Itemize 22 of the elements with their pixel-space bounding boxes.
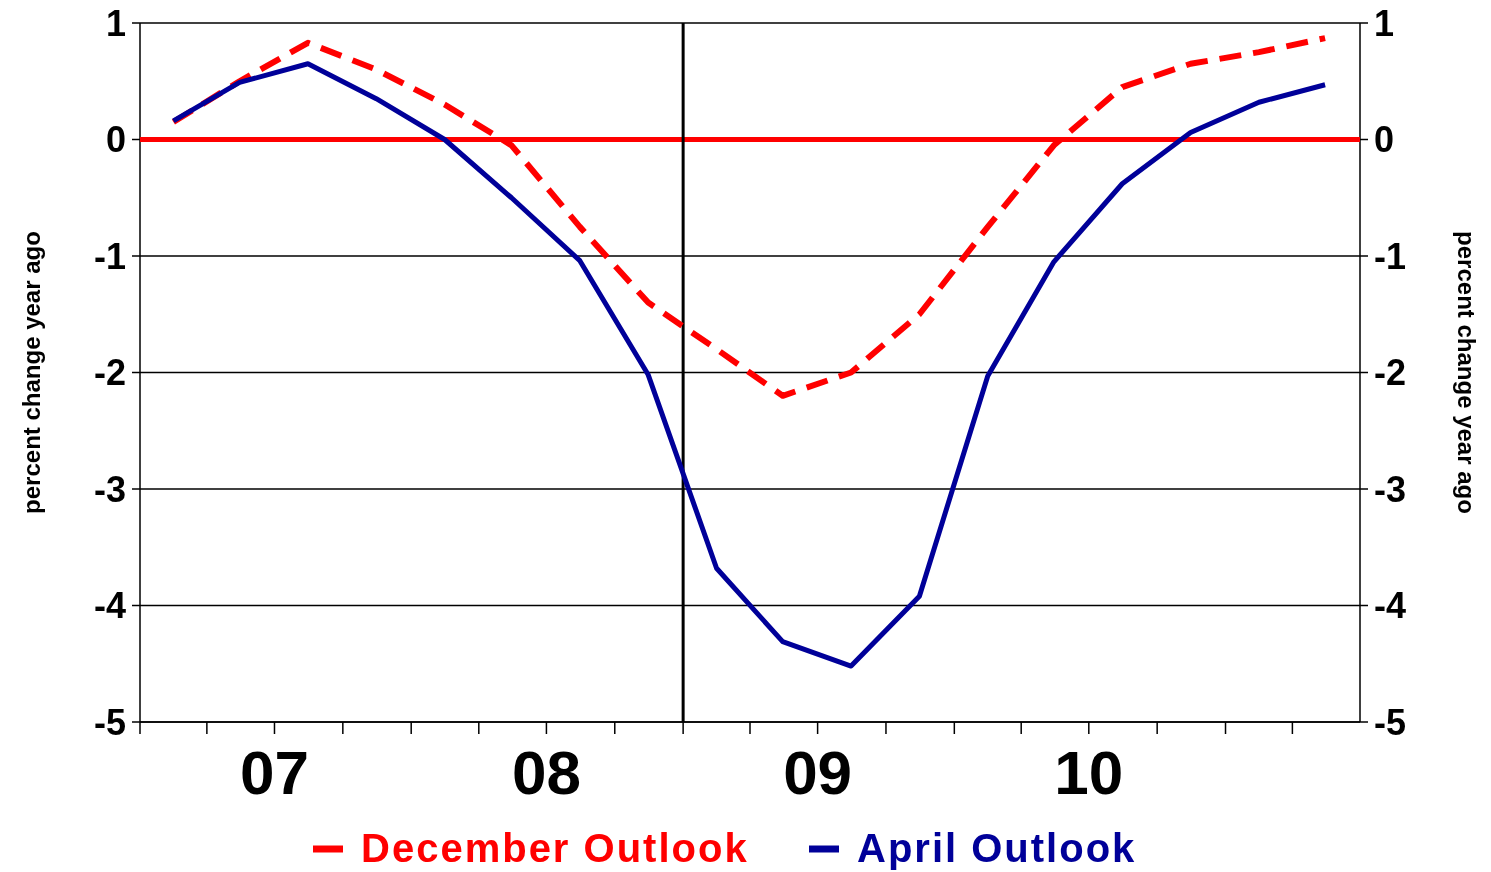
y2-tick-label: -2 [1374,352,1407,394]
x-tick-label: 08 [511,738,581,807]
y2-tick-label: -5 [1374,701,1407,743]
y2-tick-label: -4 [1374,585,1407,627]
y2-axis-title: percent change year ago [1453,231,1480,514]
y-tick-label: -3 [93,468,126,510]
y2-tick-label: -3 [1374,468,1407,510]
y-tick-label: -1 [93,235,126,277]
y-axis-title: percent change year ago [18,231,45,514]
y-tick-label: 1 [105,2,126,44]
x-tick-label: 07 [240,738,309,807]
legend-label: April Outlook [857,826,1137,870]
y2-tick-label: 1 [1374,2,1395,44]
y-tick-label: -2 [93,352,126,394]
x-tick-label: 10 [1054,738,1124,807]
legend-label: December Outlook [361,826,749,870]
y-tick-label: -4 [93,585,126,627]
x-tick-label: 09 [783,738,853,807]
y2-tick-label: 0 [1374,119,1395,161]
y-tick-label: -5 [93,701,126,743]
y2-tick-label: -1 [1374,235,1407,277]
y-tick-label: 0 [105,119,126,161]
